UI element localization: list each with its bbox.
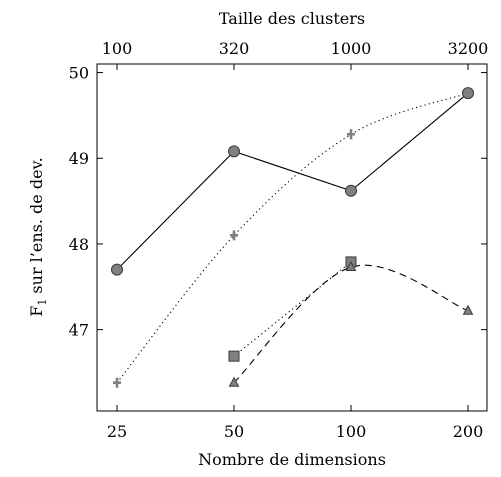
point-circle bbox=[346, 185, 357, 196]
plot-frame bbox=[97, 64, 487, 411]
point-plus bbox=[230, 230, 238, 240]
top-x-tick-label: 320 bbox=[219, 39, 250, 58]
markers-group bbox=[112, 88, 474, 388]
x-tick-label: 25 bbox=[107, 422, 127, 441]
y-axis-label-subscript: 1 bbox=[36, 299, 49, 306]
y-tick-label: 48 bbox=[69, 235, 89, 254]
y-tick-label: 50 bbox=[69, 64, 89, 83]
y-tick-label: 47 bbox=[69, 321, 89, 340]
ticks bbox=[97, 64, 487, 411]
y-axis-label: F1 sur l’ens. de dev. bbox=[27, 157, 49, 317]
top-x-axis-label: Taille des clusters bbox=[219, 9, 365, 28]
tick-labels: 25 50 100 200 100 320 1000 3200 47 48 49 50 bbox=[69, 39, 489, 441]
x-tick-label: 50 bbox=[224, 422, 244, 441]
point-square bbox=[229, 351, 239, 361]
y-axis-label-main: F bbox=[27, 306, 46, 317]
x-axis-label: Nombre de dimensions bbox=[198, 450, 386, 469]
point-circle bbox=[112, 264, 123, 275]
x-tick-label: 100 bbox=[336, 422, 367, 441]
top-x-tick-label: 100 bbox=[102, 39, 133, 58]
y-tick-label: 49 bbox=[69, 149, 89, 168]
top-x-tick-label: 1000 bbox=[331, 39, 372, 58]
top-x-tick-label: 3200 bbox=[448, 39, 489, 58]
series-line-solid bbox=[117, 93, 468, 270]
point-circle bbox=[229, 146, 240, 157]
y-axis-label-rest: sur l’ens. de dev. bbox=[27, 157, 46, 298]
point-plus bbox=[347, 129, 355, 139]
series-group bbox=[117, 93, 468, 383]
series-line-dashed bbox=[234, 265, 468, 383]
x-tick-label: 200 bbox=[453, 422, 484, 441]
